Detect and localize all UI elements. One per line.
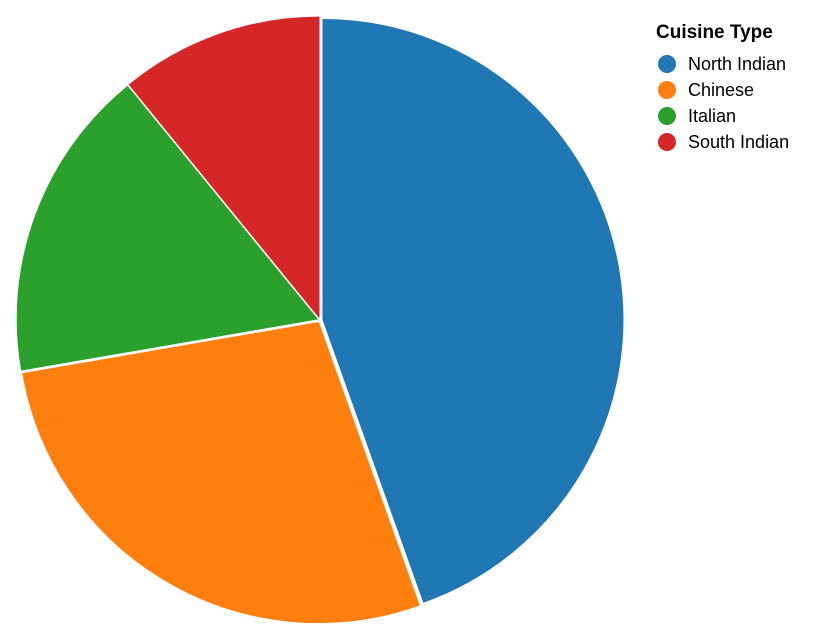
legend-swatch-chinese <box>658 81 676 99</box>
legend-swatch-north-indian <box>658 55 676 73</box>
legend-label-chinese: Chinese <box>688 80 754 100</box>
legend-label-italian: Italian <box>688 106 736 126</box>
pie-slice-italian <box>16 85 318 371</box>
legend-title: Cuisine Type <box>656 22 773 43</box>
legend-swatch-italian <box>658 107 676 125</box>
pie-slices <box>16 16 624 624</box>
pie-slice-north-indian <box>322 18 624 603</box>
pie-slice-chinese <box>22 322 420 624</box>
pie-slice-south-indian <box>128 16 320 318</box>
legend-swatch-south-indian <box>658 133 676 151</box>
legend-label-south-indian: South Indian <box>688 132 789 152</box>
legend-items: North Indian Chinese Italian South Indian <box>658 54 789 152</box>
legend-label-north-indian: North Indian <box>688 54 786 74</box>
legend: Cuisine Type North Indian Chinese Italian S… <box>656 22 789 152</box>
